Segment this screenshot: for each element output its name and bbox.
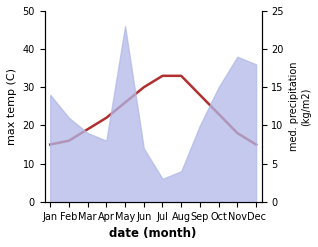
X-axis label: date (month): date (month) [109,227,197,240]
Y-axis label: med. precipitation
(kg/m2): med. precipitation (kg/m2) [289,62,311,151]
Y-axis label: max temp (C): max temp (C) [7,68,17,145]
